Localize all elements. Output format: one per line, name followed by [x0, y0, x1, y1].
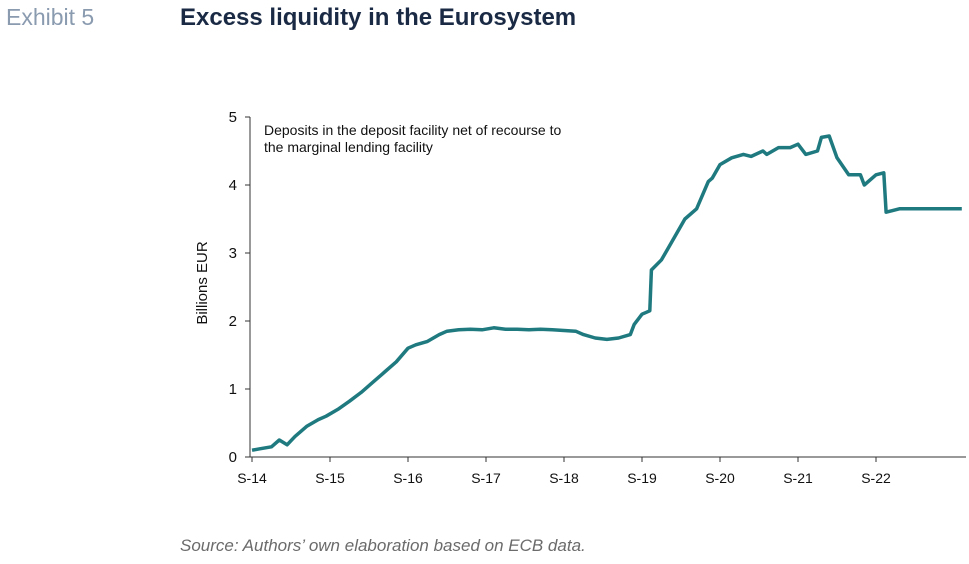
y-tick-label: 5 — [229, 109, 237, 126]
chart-annotation-box: Deposits in the deposit facility net of … — [264, 122, 562, 155]
x-tick-label: S-20 — [705, 470, 735, 486]
y-tick-label: 2 — [229, 313, 237, 330]
y-axis-label: Billions EUR — [194, 241, 211, 325]
series-line-excess-liquidity — [251, 134, 962, 452]
x-tick-label: S-17 — [471, 470, 501, 486]
x-tick-label: S-18 — [549, 470, 579, 486]
y-tick-label: 4 — [229, 177, 237, 194]
source-note: Source: Authors’ own elaboration based o… — [180, 536, 586, 555]
x-axis-ticks: S-14 S-15 S-16 S-17 S-18 S-19 S-20 S-21 S-22 — [237, 457, 891, 486]
x-tick-label: S-19 — [627, 470, 657, 486]
x-tick-label: S-21 — [783, 470, 813, 486]
chart-annotation: Deposits in the deposit facility net of … — [264, 122, 562, 155]
chart-axes — [249, 117, 966, 458]
x-tick-label: S-14 — [237, 470, 267, 486]
exhibit-label: Exhibit 5 — [6, 4, 95, 30]
y-tick-label: 1 — [229, 381, 237, 398]
y-tick-label: 3 — [229, 245, 237, 262]
chart-title: Excess liquidity in the Eurosystem — [180, 4, 577, 31]
y-tick-label: 0 — [229, 449, 237, 466]
y-axis-ticks: 0 1 2 3 4 5 — [229, 109, 250, 466]
x-tick-label: S-15 — [315, 470, 345, 486]
x-tick-label: S-22 — [861, 470, 891, 486]
x-tick-label: S-16 — [393, 470, 423, 486]
